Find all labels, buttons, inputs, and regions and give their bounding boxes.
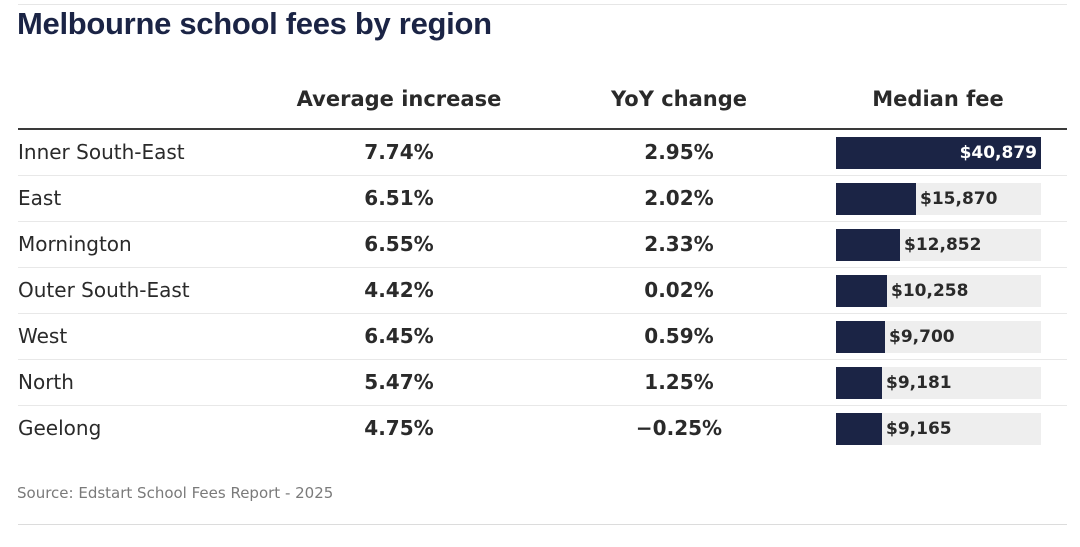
median-fee-bar-track: $9,165 bbox=[836, 413, 1041, 445]
median-fee-bar bbox=[836, 367, 882, 399]
median-fee-bar bbox=[836, 275, 887, 307]
table-row: East 6.51% 2.02% $15,870 bbox=[18, 176, 1067, 222]
median-fee-bar-track: $10,258 bbox=[836, 275, 1041, 307]
median-fee-bar-track: $15,870 bbox=[836, 183, 1041, 215]
region-label: North bbox=[18, 370, 74, 394]
average-increase-value: 4.42% bbox=[364, 278, 434, 302]
median-fee-label: $9,700 bbox=[889, 327, 955, 347]
region-label: East bbox=[18, 186, 62, 210]
median-fee-bar-track: $40,879 bbox=[836, 137, 1041, 169]
median-fee-bar bbox=[836, 413, 882, 445]
page-title: Melbourne school fees by region bbox=[17, 6, 492, 41]
median-fee-bar bbox=[836, 137, 1041, 169]
bottom-divider bbox=[18, 524, 1067, 525]
table-row: Inner South-East 7.74% 2.95% $40,879 bbox=[18, 130, 1067, 176]
average-increase-value: 6.55% bbox=[364, 232, 434, 256]
yoy-change-value: 2.02% bbox=[644, 186, 714, 210]
region-label: West bbox=[18, 324, 68, 348]
top-divider bbox=[18, 4, 1067, 5]
median-fee-label: $9,181 bbox=[886, 373, 952, 393]
yoy-change-value: 0.02% bbox=[644, 278, 714, 302]
median-fee-label: $15,870 bbox=[920, 189, 998, 209]
yoy-change-value: −0.25% bbox=[635, 416, 723, 440]
average-increase-value: 4.75% bbox=[364, 416, 434, 440]
average-increase-value: 6.45% bbox=[364, 324, 434, 348]
header-divider bbox=[18, 128, 1067, 130]
table-row: Outer South-East 4.42% 0.02% $10,258 bbox=[18, 268, 1067, 314]
median-fee-bar-track: $9,181 bbox=[836, 367, 1041, 399]
table-body: Inner South-East 7.74% 2.95% $40,879 East 6.5… bbox=[18, 130, 1067, 451]
yoy-change-value: 1.25% bbox=[644, 370, 714, 394]
table-row: Geelong 4.75% −0.25% $9,165 bbox=[18, 406, 1067, 451]
table-row: West 6.45% 0.59% $9,700 bbox=[18, 314, 1067, 360]
table-row: Mornington 6.55% 2.33% $12,852 bbox=[18, 222, 1067, 268]
median-fee-bar-track: $12,852 bbox=[836, 229, 1041, 261]
median-fee-bar bbox=[836, 229, 900, 261]
source-note: Source: Edstart School Fees Report - 202… bbox=[17, 484, 334, 502]
yoy-change-value: 2.95% bbox=[644, 140, 714, 164]
region-label: Inner South-East bbox=[18, 140, 185, 164]
table-row: North 5.47% 1.25% $9,181 bbox=[18, 360, 1067, 406]
median-fee-bar bbox=[836, 183, 916, 215]
median-fee-label: $10,258 bbox=[891, 281, 969, 301]
column-header-yoy-change: YoY change bbox=[610, 87, 748, 111]
median-fee-bar-track: $9,700 bbox=[836, 321, 1041, 353]
region-label: Mornington bbox=[18, 232, 132, 256]
median-fee-label: $12,852 bbox=[904, 235, 982, 255]
median-fee-bar bbox=[836, 321, 885, 353]
column-header-median-fee: Median fee bbox=[872, 87, 1004, 111]
median-fee-label: $40,879 bbox=[959, 143, 1037, 163]
average-increase-value: 6.51% bbox=[364, 186, 434, 210]
region-label: Outer South-East bbox=[18, 278, 190, 302]
region-label: Geelong bbox=[18, 416, 102, 440]
yoy-change-value: 2.33% bbox=[644, 232, 714, 256]
median-fee-label: $9,165 bbox=[886, 419, 952, 439]
average-increase-value: 7.74% bbox=[364, 140, 434, 164]
column-header-average-increase: Average increase bbox=[296, 87, 502, 111]
yoy-change-value: 0.59% bbox=[644, 324, 714, 348]
average-increase-value: 5.47% bbox=[364, 370, 434, 394]
